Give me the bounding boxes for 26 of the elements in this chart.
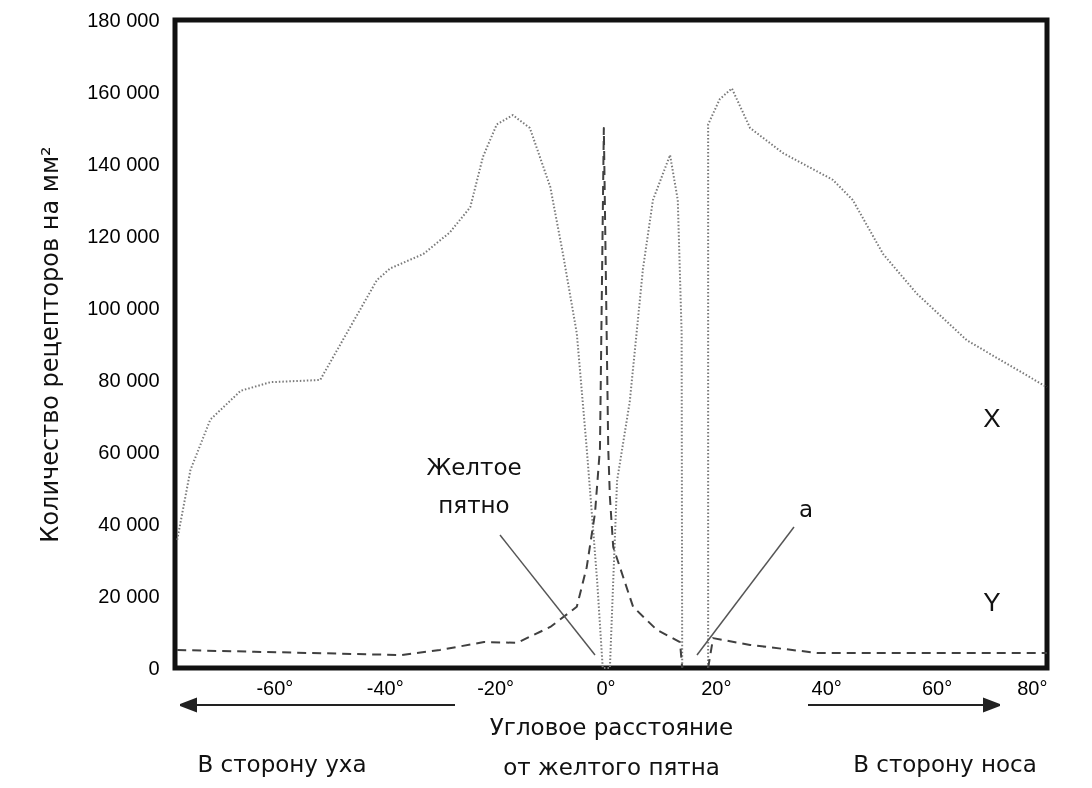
y-tick-label: 100 000 [87,296,160,319]
y-tick-label: 0 [148,656,160,679]
y-tick-label: 180 000 [87,8,160,31]
y-tick-label: 40 000 [98,512,160,535]
series-label: Y [983,586,1001,617]
x-tick-label: 20° [701,676,732,699]
y-tick-label: 120 000 [87,224,160,247]
x-tick-label: 0° [596,676,616,699]
y-tick-label: 140 000 [87,152,160,175]
text: В сторону уха [197,750,367,779]
annotation: Желтое пятно [426,453,522,520]
y-tick-label: 20 000 [98,584,160,607]
x-tick-label: -40° [366,676,404,699]
y-tick-label: 60 000 [98,440,160,463]
x-tick-label: 80° [1017,676,1048,699]
series-label: X [983,403,1001,434]
y-axis-title: Количество рецепторов на мм² [36,146,65,543]
x-tick-label: -20° [477,676,515,699]
x-tick-label: -60° [256,676,294,699]
x-axis-title: Угловое расстояние от желтого пятна [489,713,734,780]
annotation: a [798,495,814,524]
x-tick-label: 60° [922,676,953,699]
y-tick-label: 160 000 [87,80,160,103]
x-tick-label: 40° [811,676,842,699]
y-tick-label: 80 000 [98,368,160,391]
text: В сторону носа [853,750,1037,779]
